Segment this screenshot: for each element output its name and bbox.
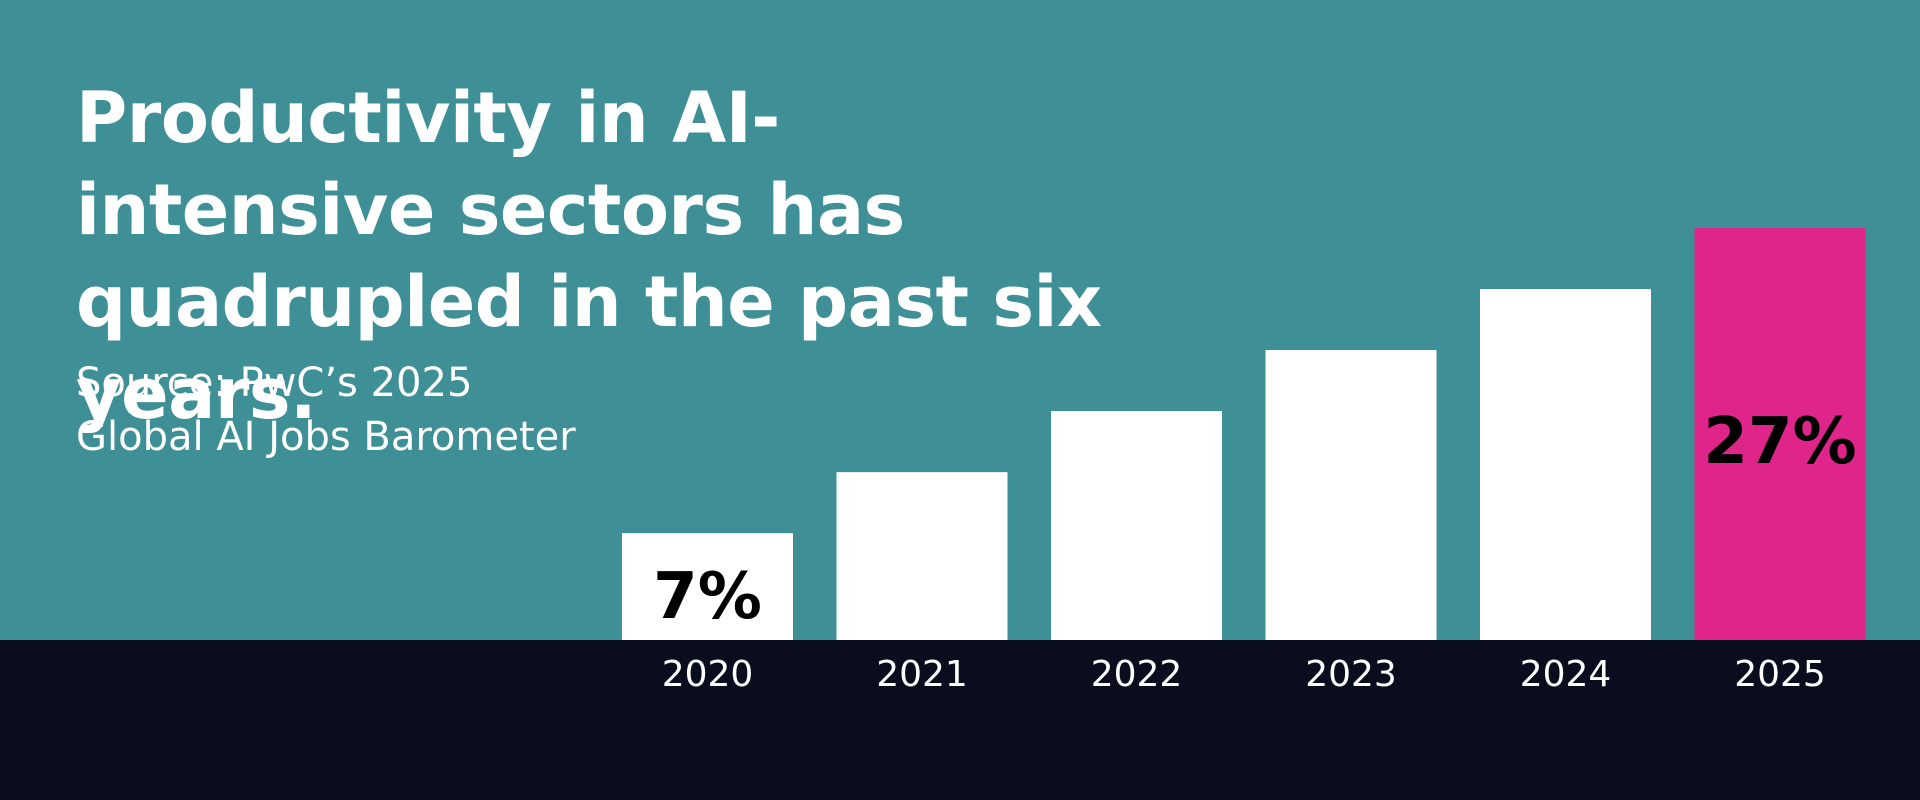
x-tick-label-2022: 2022: [1091, 654, 1183, 695]
x-tick-label-2024: 2024: [1520, 654, 1612, 695]
x-tick-label-2023: 2023: [1305, 654, 1397, 695]
source-line-2: Global AI Jobs Barometer: [76, 414, 576, 460]
source-note: Source: PwC’s 2025 Global AI Jobs Barome…: [76, 356, 696, 464]
bar-2020: [622, 533, 793, 640]
bar-2022: [1051, 411, 1222, 640]
bar-2021: [836, 472, 1008, 640]
data-label-2020: 7%: [653, 560, 762, 634]
bar-2024: [1480, 289, 1651, 640]
chart-title: Productivity in AI-intensive sectors has…: [76, 77, 1102, 435]
bar-2025: [1694, 228, 1866, 640]
axis-footer-band: [0, 640, 1920, 800]
source-line-1: Source: PwC’s 2025: [76, 360, 473, 406]
data-label-2025: 27%: [1703, 405, 1856, 479]
x-tick-label-2020: 2020: [662, 654, 754, 695]
x-tick-label-2021: 2021: [876, 654, 968, 695]
bar-2023: [1265, 350, 1437, 640]
x-tick-label-2025: 2025: [1734, 654, 1826, 695]
